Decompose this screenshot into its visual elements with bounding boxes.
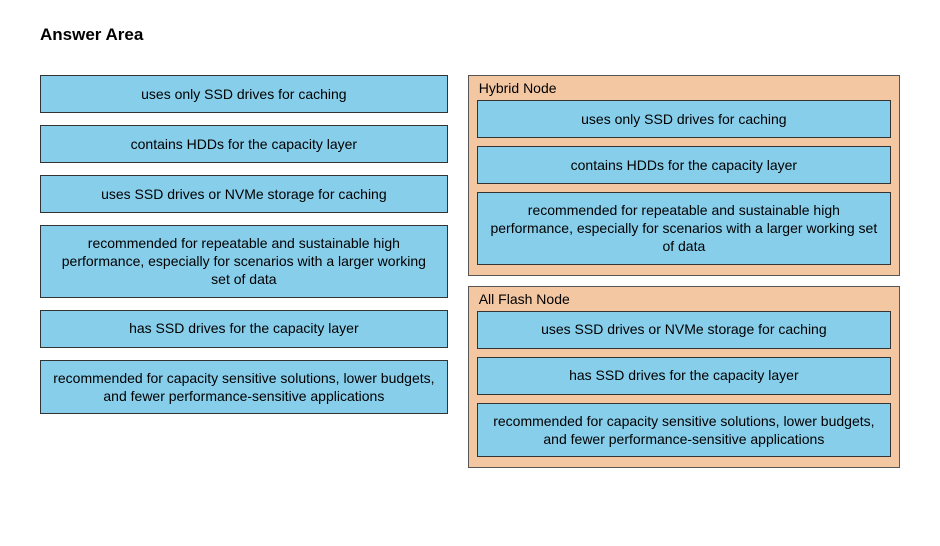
zone-label: All Flash Node bbox=[477, 291, 891, 307]
source-item[interactable]: has SSD drives for the capacity layer bbox=[40, 310, 448, 348]
columns-container: uses only SSD drives for caching contain… bbox=[40, 75, 900, 468]
zone-items: uses SSD drives or NVMe storage for cach… bbox=[477, 311, 891, 457]
page-title: Answer Area bbox=[40, 25, 900, 45]
target-column: Hybrid Node uses only SSD drives for cac… bbox=[468, 75, 900, 468]
dropped-item[interactable]: contains HDDs for the capacity layer bbox=[477, 146, 891, 184]
drop-zone-hybrid[interactable]: Hybrid Node uses only SSD drives for cac… bbox=[468, 75, 900, 276]
dropped-item[interactable]: uses only SSD drives for caching bbox=[477, 100, 891, 138]
dropped-item[interactable]: recommended for capacity sensitive solut… bbox=[477, 403, 891, 457]
source-item[interactable]: uses only SSD drives for caching bbox=[40, 75, 448, 113]
source-item[interactable]: uses SSD drives or NVMe storage for cach… bbox=[40, 175, 448, 213]
source-item[interactable]: contains HDDs for the capacity layer bbox=[40, 125, 448, 163]
zone-label: Hybrid Node bbox=[477, 80, 891, 96]
dropped-item[interactable]: has SSD drives for the capacity layer bbox=[477, 357, 891, 395]
dropped-item[interactable]: recommended for repeatable and sustainab… bbox=[477, 192, 891, 265]
source-column: uses only SSD drives for caching contain… bbox=[40, 75, 448, 468]
zone-items: uses only SSD drives for caching contain… bbox=[477, 100, 891, 265]
source-item[interactable]: recommended for capacity sensitive solut… bbox=[40, 360, 448, 414]
dropped-item[interactable]: uses SSD drives or NVMe storage for cach… bbox=[477, 311, 891, 349]
drop-zone-allflash[interactable]: All Flash Node uses SSD drives or NVMe s… bbox=[468, 286, 900, 468]
source-item[interactable]: recommended for repeatable and sustainab… bbox=[40, 225, 448, 298]
